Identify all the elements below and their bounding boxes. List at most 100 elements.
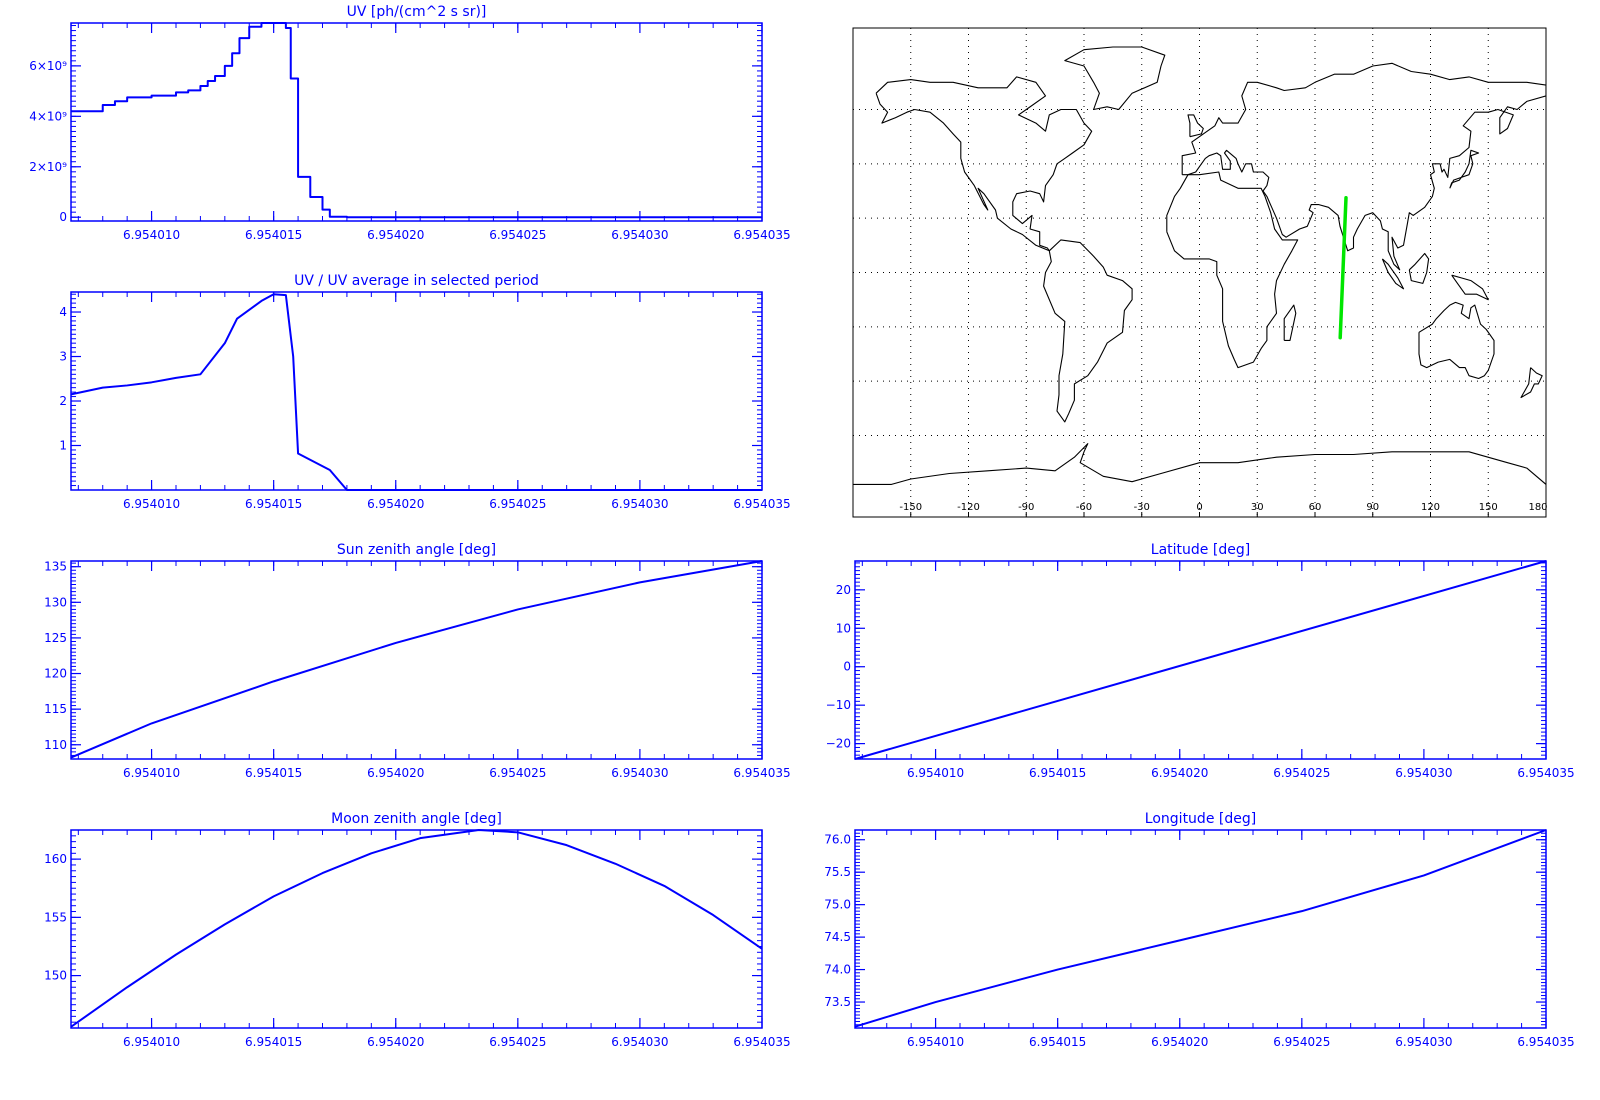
sun-zenith-plot-frame <box>70 560 763 760</box>
coastline-europe-asia <box>1181 62 1546 271</box>
uv-x-tick-label: 6.954035 <box>733 228 790 242</box>
uv-ratio-title: UV / UV average in selected period <box>294 273 539 289</box>
uv-minor-ticks <box>71 23 762 221</box>
uv-y-tick-label: 2×10⁹ <box>29 160 67 174</box>
longitude-x-tick-label: 6.954035 <box>1517 1035 1574 1049</box>
uv-x-tick-label: 6.954015 <box>245 228 302 242</box>
uv-y-tick-label: 6×10⁹ <box>29 59 67 73</box>
world-map: -150 -120 -90 -60 -30 0 30 60 90 120 150 180 <box>852 27 1548 518</box>
sun-zenith-minor-ticks <box>71 561 762 760</box>
sun-zenith-y-tick-label: 120 <box>44 667 67 681</box>
latitude-title: Latitude [deg] <box>1151 542 1250 558</box>
uv-ratio-x-tick-label: 6.954020 <box>367 497 424 511</box>
longitude-x-tick-label: 6.954025 <box>1273 1035 1330 1049</box>
longitude-y-tick-label: 74.0 <box>824 963 851 977</box>
moon-zenith-y-tick-label: 160 <box>44 852 67 866</box>
map-x-tick-label: 90 <box>1366 502 1379 513</box>
moon-zenith-x-tick-label: 6.954020 <box>367 1035 424 1049</box>
map-x-tick-label: -120 <box>957 502 980 513</box>
coastline-australia <box>1418 301 1495 380</box>
latitude-plot-frame <box>854 560 1547 760</box>
uv-x-tick-label: 6.954025 <box>489 228 546 242</box>
uv-ratio-x-tick-label: 6.954030 <box>611 497 668 511</box>
uv-ratio-y-tick-label: 1 <box>59 439 67 453</box>
moon-zenith-x-tick-label: 6.954035 <box>733 1035 790 1049</box>
sun-zenith-x-tick-label: 6.954015 <box>245 766 302 780</box>
moon-zenith-title: Moon zenith angle [deg] <box>331 811 502 827</box>
longitude-title: Longitude [deg] <box>1145 811 1256 827</box>
latitude-y-tick-label: −10 <box>826 698 851 712</box>
coastline-africa <box>1166 171 1299 369</box>
sun-zenith-series-line <box>70 560 763 759</box>
moon-zenith-series-line <box>70 829 763 1028</box>
sun-zenith-x-tick-label: 6.954010 <box>123 766 180 780</box>
sun-zenith-chart: Sun zenith angle [deg] 6.954010 6.954015 6.… <box>44 542 791 780</box>
longitude-minor-ticks <box>855 829 1546 1029</box>
latitude-x-tick-label: 6.954035 <box>1517 766 1574 780</box>
sun-zenith-y-tick-label: 135 <box>44 560 67 574</box>
moon-zenith-y-tick-label: 155 <box>44 910 67 924</box>
coastline-north-america <box>875 76 1093 252</box>
uv-ratio-plot-frame <box>70 291 763 491</box>
latitude-x-tick-label: 6.954010 <box>907 766 964 780</box>
uv-series-line <box>71 22 762 219</box>
latitude-x-tick-label: 6.954030 <box>1395 766 1452 780</box>
longitude-x-tick-label: 6.954030 <box>1395 1035 1452 1049</box>
uv-chart: UV [ph/(cm^2 s sr)] 6.954010 6.954015 6.954… <box>29 4 790 242</box>
coastline-new-guinea <box>1451 274 1489 301</box>
longitude-y-tick-label: 76.0 <box>824 833 851 847</box>
coastline-uk <box>1187 114 1204 138</box>
latitude-x-tick-label: 6.954015 <box>1029 766 1086 780</box>
coastline-borneo <box>1408 252 1430 284</box>
map-x-tick-label: 120 <box>1421 502 1440 513</box>
latitude-chart: Latitude [deg] 6.954010 6.954015 6.954020 6.… <box>826 542 1575 780</box>
coastline-indonesia <box>1381 258 1405 290</box>
longitude-x-tick-label: 6.954010 <box>907 1035 964 1049</box>
longitude-x-tick-label: 6.954020 <box>1151 1035 1208 1049</box>
uv-x-tick-label: 6.954020 <box>367 228 424 242</box>
latitude-series-line <box>854 560 1547 760</box>
map-x-tick-label: 30 <box>1251 502 1264 513</box>
uv-ratio-x-tick-label: 6.954035 <box>733 497 790 511</box>
map-frame <box>852 27 1547 518</box>
moon-zenith-minor-ticks <box>71 829 762 1029</box>
moon-zenith-y-tick-label: 150 <box>44 969 67 983</box>
uv-x-tick-label: 6.954030 <box>611 228 668 242</box>
coastline-south-america <box>1043 239 1133 423</box>
uv-y-tick-label: 0 <box>59 210 67 224</box>
coastline-antarctica <box>853 443 1546 485</box>
moon-zenith-plot-frame <box>70 829 763 1029</box>
uv-ratio-y-tick-label: 4 <box>59 305 67 319</box>
uv-ratio-series-line <box>70 293 762 491</box>
longitude-y-tick-label: 75.5 <box>824 865 851 879</box>
map-x-tick-label: -60 <box>1076 502 1092 513</box>
coastlines <box>853 46 1546 485</box>
moon-zenith-x-tick-label: 6.954010 <box>123 1035 180 1049</box>
longitude-x-tick-label: 6.954015 <box>1029 1035 1086 1049</box>
latitude-minor-ticks <box>855 561 1546 760</box>
coastline-japan <box>1449 149 1480 189</box>
map-x-tick-label: 180 <box>1528 502 1547 513</box>
longitude-y-tick-label: 75.0 <box>824 898 851 912</box>
map-x-tick-label: 60 <box>1309 502 1322 513</box>
sun-zenith-y-tick-label: 110 <box>44 738 67 752</box>
map-x-tick-label: -30 <box>1134 502 1150 513</box>
map-x-tick-label: -150 <box>899 502 922 513</box>
sun-zenith-y-tick-label: 130 <box>44 595 67 609</box>
latitude-y-tick-label: 0 <box>843 660 851 674</box>
sun-zenith-x-tick-label: 6.954025 <box>489 766 546 780</box>
latitude-y-tick-label: 20 <box>836 583 851 597</box>
sun-zenith-x-tick-label: 6.954035 <box>733 766 790 780</box>
satellite-track <box>1338 196 1348 340</box>
sun-zenith-x-tick-label: 6.954020 <box>367 766 424 780</box>
longitude-series-line <box>854 829 1547 1028</box>
latitude-y-tick-label: 10 <box>836 621 851 635</box>
moon-zenith-x-tick-label: 6.954015 <box>245 1035 302 1049</box>
latitude-y-tick-label: −20 <box>826 737 851 751</box>
uv-ratio-y-tick-label: 2 <box>59 394 67 408</box>
sun-zenith-y-tick-label: 125 <box>44 631 67 645</box>
latitude-x-tick-label: 6.954020 <box>1151 766 1208 780</box>
sun-zenith-y-tick-label: 115 <box>44 702 67 716</box>
coastline-madagascar <box>1283 304 1297 341</box>
